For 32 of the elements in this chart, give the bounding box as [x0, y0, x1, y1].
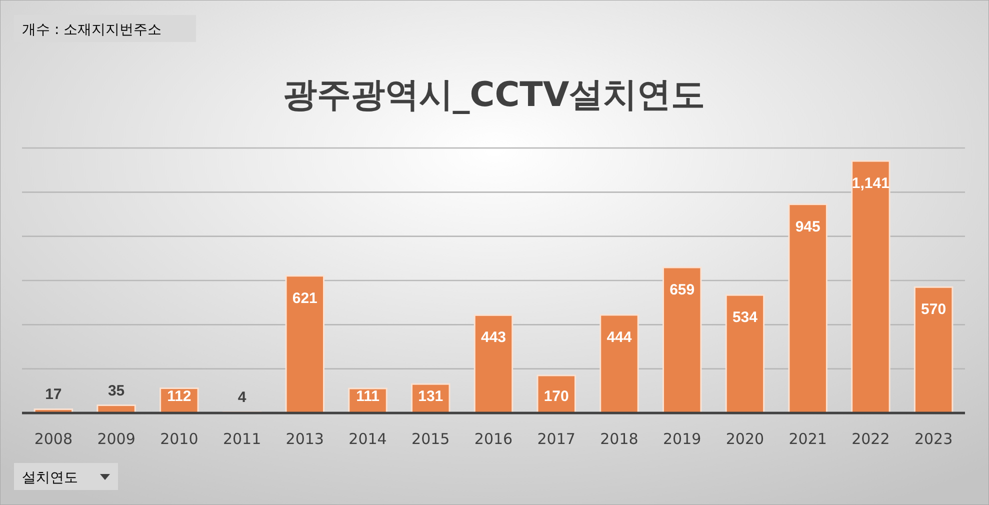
x-tick-label: 2016 [474, 430, 513, 448]
x-tick-label: 2017 [537, 430, 576, 448]
x-tick-label: 2014 [348, 430, 387, 448]
data-label: 570 [921, 301, 946, 318]
data-label: 534 [732, 309, 758, 326]
data-label: 112 [167, 388, 192, 405]
data-label: 945 [795, 218, 820, 236]
x-tick-label: 2023 [914, 430, 953, 448]
data-label: 4 [238, 389, 247, 406]
x-tick-label: 2010 [160, 430, 198, 448]
chart-title: 광주광역시_CCTV설치연도 [282, 75, 706, 115]
data-label: 111 [356, 388, 380, 405]
x-tick-label: 2018 [600, 430, 638, 448]
data-label: 621 [292, 290, 318, 307]
data-label: 1,141 [852, 175, 890, 192]
x-tick-label: 2015 [412, 430, 450, 448]
data-label: 170 [544, 388, 569, 405]
data-label: 17 [45, 386, 62, 404]
x-tick-label: 2009 [97, 430, 136, 448]
x-tick-label: 2021 [788, 430, 827, 448]
data-label: 35 [108, 382, 125, 400]
x-tick-label: 2022 [852, 430, 890, 448]
x-tick-label: 2013 [286, 430, 324, 448]
data-label: 659 [670, 281, 695, 298]
field-button: 설치연도 [14, 463, 118, 490]
x-tick-label: 2011 [222, 430, 262, 448]
x-tick-label: 2008 [34, 430, 73, 448]
data-label: 444 [606, 328, 632, 346]
data-label: 131 [418, 388, 444, 405]
data-label: 443 [480, 329, 506, 346]
x-tick-label: 2019 [663, 430, 702, 448]
x-tick-label: 2020 [726, 430, 764, 448]
